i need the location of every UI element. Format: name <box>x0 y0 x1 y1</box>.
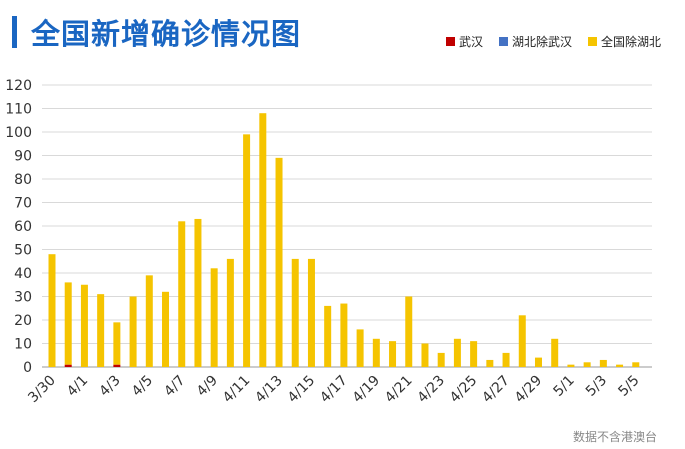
y-tick-label: 30 <box>14 290 32 306</box>
bar-4-24-series-2 <box>453 338 461 367</box>
legend-swatch-national-ex-hubei <box>587 37 597 46</box>
bar-4-16-series-2 <box>324 305 332 367</box>
y-axis-ticks: 0 10 20 30 40 50 60 70 80 90 100 110 120 <box>5 78 32 376</box>
bar-4-2-series-2 <box>97 294 105 367</box>
legend-swatch-wuhan <box>445 37 455 46</box>
bar-4-5-series-2 <box>145 275 153 367</box>
bar-4-27-series-2 <box>502 352 510 367</box>
legend-swatch-hubei-ex-wuhan <box>498 37 508 46</box>
x-tick-label: 4/29 <box>512 373 546 407</box>
bar-4-4-series-2 <box>129 296 137 367</box>
y-tick-label: 0 <box>23 360 32 376</box>
footnote: 数据不含港澳台 <box>572 430 657 444</box>
bar-4-17-series-2 <box>340 303 348 367</box>
x-tick-label: 4/11 <box>220 373 254 407</box>
bar-4-9-series-2 <box>210 268 218 367</box>
bar-4-3-series-2 <box>113 322 121 365</box>
bar-5-4-series-2 <box>616 364 624 367</box>
bar-4-30-series-2 <box>551 338 559 367</box>
x-tick-label: 4/13 <box>252 373 286 407</box>
y-tick-label: 20 <box>14 313 32 329</box>
grid-lines <box>42 84 652 368</box>
bar-4-3-series-0 <box>113 364 121 367</box>
bar-3-30-series-2 <box>48 254 56 367</box>
bar-4-21-series-2 <box>405 296 413 367</box>
bar-4-15-series-2 <box>307 258 315 367</box>
bar-5-2-series-2 <box>583 362 591 367</box>
bar-5-5-series-2 <box>632 362 640 367</box>
y-tick-label: 60 <box>14 219 32 235</box>
bar-4-7-series-2 <box>178 221 186 367</box>
bar-4-26-series-2 <box>486 359 494 367</box>
bar-4-6-series-2 <box>162 291 170 367</box>
bar-4-8-series-2 <box>194 218 202 367</box>
bar-3-31-series-0 <box>64 364 72 367</box>
x-tick-label: 4/25 <box>447 373 481 407</box>
y-tick-label: 40 <box>14 266 32 282</box>
x-tick-label: 5/5 <box>615 373 642 400</box>
bar-4-20-series-2 <box>389 341 397 367</box>
bar-5-3-series-2 <box>599 359 607 367</box>
chart-title: 全国新增确诊情况图 <box>31 17 302 51</box>
y-tick-label: 120 <box>5 78 32 94</box>
bar-4-10-series-2 <box>226 258 234 367</box>
x-tick-label: 4/3 <box>96 373 123 400</box>
x-axis-ticks: 3/30 4/1 4/3 4/5 4/7 4/94/114/134/154/174/194… <box>25 373 642 407</box>
x-tick-label: 4/1 <box>64 373 91 400</box>
bar-4-23-series-2 <box>437 352 445 367</box>
bar-4-28-series-2 <box>518 315 526 367</box>
x-tick-label: 4/7 <box>161 373 188 400</box>
bar-4-22-series-2 <box>421 343 429 367</box>
legend-item-hubei-ex-wuhan: 湖北除武汉 <box>498 33 572 50</box>
x-tick-label: 4/19 <box>350 373 384 407</box>
bar-4-1-series-2 <box>80 284 88 367</box>
x-tick-label: 3/30 <box>25 373 59 407</box>
bars <box>48 113 640 367</box>
x-tick-label: 5/1 <box>551 373 578 400</box>
y-tick-label: 90 <box>14 149 32 165</box>
legend-item-wuhan: 武汉 <box>445 33 483 50</box>
y-tick-label: 80 <box>14 172 32 188</box>
y-tick-label: 100 <box>5 125 32 141</box>
chart-legend: 武汉 湖北除武汉 全国除湖北 <box>445 33 661 50</box>
legend-label-wuhan: 武汉 <box>458 35 483 49</box>
x-tick-label: 4/9 <box>194 373 221 400</box>
bar-4-13-series-2 <box>275 157 283 367</box>
legend-label-hubei-ex-wuhan: 湖北除武汉 <box>511 35 572 49</box>
title-accent-bar <box>12 16 17 48</box>
x-tick-label: 5/3 <box>583 373 610 400</box>
x-tick-label: 4/23 <box>414 373 448 407</box>
x-tick-label: 4/17 <box>317 373 351 407</box>
bar-4-19-series-2 <box>372 338 380 367</box>
x-tick-label: 4/21 <box>382 373 416 407</box>
title-area: 全国新增确诊情况图 <box>12 14 302 51</box>
bar-4-12-series-2 <box>259 113 267 367</box>
bar-5-1-series-2 <box>567 364 575 367</box>
y-tick-label: 10 <box>14 337 32 353</box>
y-tick-label: 50 <box>14 243 32 259</box>
legend-label-national-ex-hubei: 全国除湖北 <box>600 35 661 49</box>
x-tick-label: 4/27 <box>479 373 513 407</box>
y-tick-label: 110 <box>5 102 32 118</box>
bar-3-31-series-2 <box>64 282 72 365</box>
legend-item-national-ex-hubei: 全国除湖北 <box>587 33 661 50</box>
x-tick-label: 4/15 <box>285 373 319 407</box>
bar-4-14-series-2 <box>291 258 299 367</box>
bar-4-18-series-2 <box>356 329 364 367</box>
bar-4-25-series-2 <box>470 341 478 367</box>
bar-4-11-series-2 <box>243 134 251 367</box>
y-tick-label: 70 <box>14 196 32 212</box>
x-tick-label: 4/5 <box>129 373 156 400</box>
bar-4-29-series-2 <box>534 357 542 367</box>
